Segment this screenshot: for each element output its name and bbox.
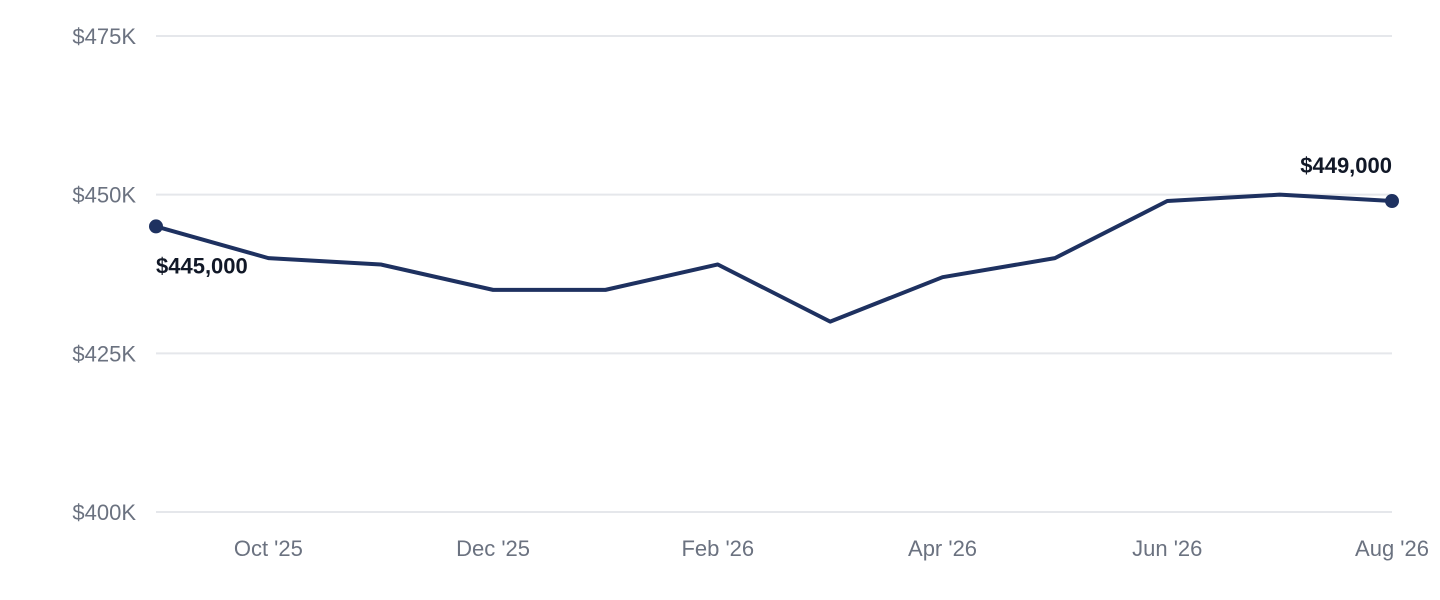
x-tick-label: Feb '26 xyxy=(681,536,754,561)
x-tick-label: Aug '26 xyxy=(1355,536,1429,561)
start-value-label: $445,000 xyxy=(156,253,248,278)
endpoint-marker xyxy=(149,219,163,234)
data-labels: $445,000 $449,000 xyxy=(156,153,1392,278)
series-group xyxy=(149,192,1399,324)
y-tick-label: $475K xyxy=(72,24,136,49)
x-tick-label: Jun '26 xyxy=(1132,536,1202,561)
x-axis: Oct '25 Dec '25 Feb '26 Apr '26 Jun '26 Aug '… xyxy=(234,536,1429,561)
x-tick-label: Dec '25 xyxy=(456,536,530,561)
y-axis: $400K $425K $450K $475K xyxy=(72,24,136,525)
series-line xyxy=(154,192,1394,324)
endpoint-marker xyxy=(1385,194,1399,209)
y-tick-label: $425K xyxy=(72,341,136,366)
x-tick-label: Oct '25 xyxy=(234,536,303,561)
y-tick-label: $450K xyxy=(72,183,136,208)
end-value-label: $449,000 xyxy=(1300,153,1392,178)
y-tick-label: $400K xyxy=(72,500,136,525)
grid-lines xyxy=(156,35,1392,513)
x-tick-label: Apr '26 xyxy=(908,536,977,561)
